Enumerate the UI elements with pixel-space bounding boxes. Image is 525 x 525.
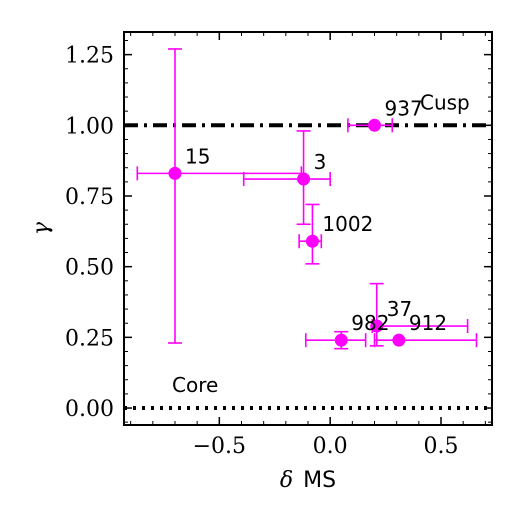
data-point-1002 <box>305 234 319 248</box>
data-point-912 <box>392 333 406 347</box>
reference-label-core: Core <box>172 373 218 397</box>
point-label-937: 937 <box>385 96 423 120</box>
y-tick-label: 0.00 <box>65 397 114 422</box>
point-label-3: 3 <box>314 150 327 174</box>
x-axis-title: δ MS <box>280 468 336 493</box>
x-tick-label: 0.0 <box>313 434 348 459</box>
point-15 <box>136 48 303 344</box>
y-axis-title: γ <box>29 221 54 235</box>
x-axis-title-symbol: δ <box>280 468 293 493</box>
reference-label-cusp: Cusp <box>420 90 470 114</box>
data-point-982 <box>334 333 348 347</box>
point-label-37: 37 <box>387 297 412 321</box>
data-point-3 <box>297 172 311 186</box>
point-1002 <box>298 203 323 265</box>
reference-lines <box>124 123 492 411</box>
x-axis-title-text: MS <box>303 468 336 493</box>
point-3 <box>242 130 331 226</box>
y-tick-label: 0.25 <box>65 326 114 351</box>
x-tick-label: −0.5 <box>193 434 246 459</box>
point-label-1002: 1002 <box>322 212 373 236</box>
data-points <box>168 118 406 347</box>
data-point-15 <box>168 166 182 180</box>
y-tick-label: 0.75 <box>65 185 114 210</box>
y-tick-label: 1.00 <box>65 114 114 139</box>
y-tick-label: 0.50 <box>65 256 114 281</box>
point-label-982: 982 <box>351 311 389 335</box>
point-label-912: 912 <box>409 311 447 335</box>
data-point-37 <box>370 319 384 333</box>
y-tick-label: 1.25 <box>65 44 114 69</box>
data-point-937 <box>368 118 382 132</box>
point-label-15: 15 <box>185 144 210 168</box>
x-tick-label: 0.5 <box>424 434 459 459</box>
axis-ticks: −0.5 0.0 0.5 0.00 0.25 0.50 0.75 1.00 1.25 <box>65 32 492 459</box>
point-912 <box>373 333 478 348</box>
point-982 <box>304 330 367 350</box>
